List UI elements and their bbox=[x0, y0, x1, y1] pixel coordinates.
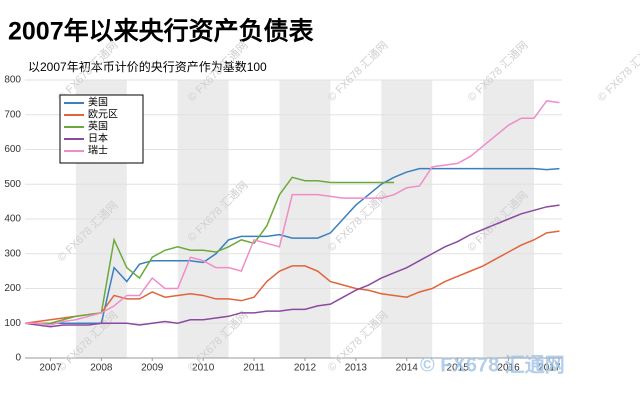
x-tick-label: 2010 bbox=[192, 363, 215, 374]
legend-label: 欧元区 bbox=[88, 109, 118, 121]
y-tick-label: 500 bbox=[4, 179, 21, 190]
watermark: © FX678 汇通网 bbox=[595, 39, 640, 105]
y-tick-label: 100 bbox=[4, 318, 21, 329]
y-tick-label: 400 bbox=[4, 214, 21, 225]
legend-label: 英国 bbox=[88, 120, 108, 133]
x-tick-label: 2014 bbox=[396, 363, 419, 374]
series-line bbox=[25, 100, 560, 326]
x-tick-label: 2008 bbox=[90, 363, 113, 374]
chart-subtitle: 以2007年初本币计价的央行资产作为基数100 bbox=[28, 59, 267, 74]
y-tick-label: 800 bbox=[4, 75, 21, 86]
chart-title: 2007年以来央行资产负债表 bbox=[8, 17, 315, 46]
y-tick-label: 0 bbox=[15, 353, 21, 364]
y-tick-label: 200 bbox=[4, 283, 21, 294]
legend-label: 瑞士 bbox=[88, 144, 108, 157]
x-tick-label: 2017 bbox=[538, 363, 561, 374]
series-line bbox=[24, 204, 560, 328]
y-tick-label: 700 bbox=[4, 109, 21, 120]
watermark: © FX678 汇通网 bbox=[325, 39, 391, 105]
series-line bbox=[24, 230, 560, 324]
y-tick-label: 600 bbox=[4, 144, 21, 155]
x-tick-label: 2011 bbox=[243, 363, 265, 374]
series-line bbox=[25, 176, 395, 324]
logo: © FX678 汇通网 bbox=[420, 353, 565, 376]
x-tick-label: 2013 bbox=[345, 363, 368, 374]
x-tick-label: 2012 bbox=[294, 363, 317, 374]
legend-label: 美国 bbox=[88, 96, 108, 109]
legend-label: 日本 bbox=[88, 132, 108, 145]
series-line bbox=[25, 167, 560, 324]
x-tick-label: 2016 bbox=[497, 363, 520, 374]
x-tick-label: 2015 bbox=[447, 363, 470, 374]
x-tick-label: 2009 bbox=[141, 363, 164, 374]
x-tick-label: 2007 bbox=[39, 363, 62, 374]
y-tick-label: 300 bbox=[4, 248, 21, 259]
